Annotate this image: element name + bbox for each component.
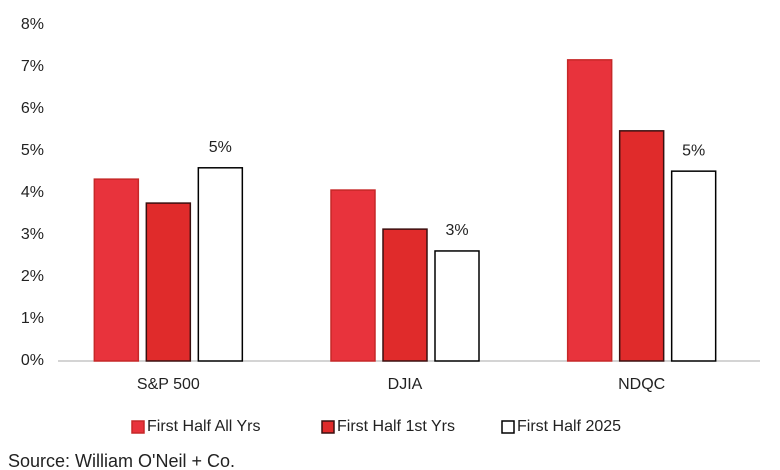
bar bbox=[93, 178, 140, 362]
bar bbox=[330, 189, 376, 362]
y-tick-label: 8% bbox=[21, 16, 44, 33]
bar bbox=[618, 130, 665, 362]
y-tick-label: 1% bbox=[21, 310, 44, 327]
legend-label: First Half All Yrs bbox=[147, 418, 261, 435]
x-tick-label: S&P 500 bbox=[137, 376, 200, 393]
bar bbox=[197, 167, 244, 362]
legend-label: First Half 1st Yrs bbox=[337, 418, 455, 435]
legend-swatch bbox=[501, 420, 515, 434]
y-tick-label: 3% bbox=[21, 226, 44, 243]
bar bbox=[566, 59, 613, 362]
x-tick-label: NDQC bbox=[618, 376, 665, 393]
value-label: 5% bbox=[209, 139, 232, 156]
y-tick-label: 6% bbox=[21, 100, 44, 117]
source-note: Source: William O'Neil + Co. bbox=[8, 451, 235, 470]
y-tick-label: 7% bbox=[21, 58, 44, 75]
value-label: 3% bbox=[445, 222, 468, 239]
legend-swatch bbox=[131, 420, 145, 434]
value-label: 5% bbox=[682, 142, 705, 159]
bar bbox=[670, 170, 717, 362]
bar bbox=[145, 202, 192, 362]
legend-swatch bbox=[321, 420, 335, 434]
y-tick-label: 4% bbox=[21, 184, 44, 201]
y-tick-label: 5% bbox=[21, 142, 44, 159]
bar bbox=[382, 228, 428, 362]
x-tick-label: DJIA bbox=[388, 376, 423, 393]
bar bbox=[434, 250, 480, 362]
legend-label: First Half 2025 bbox=[517, 418, 621, 435]
y-tick-label: 2% bbox=[21, 268, 44, 285]
y-tick-label: 0% bbox=[21, 352, 44, 369]
